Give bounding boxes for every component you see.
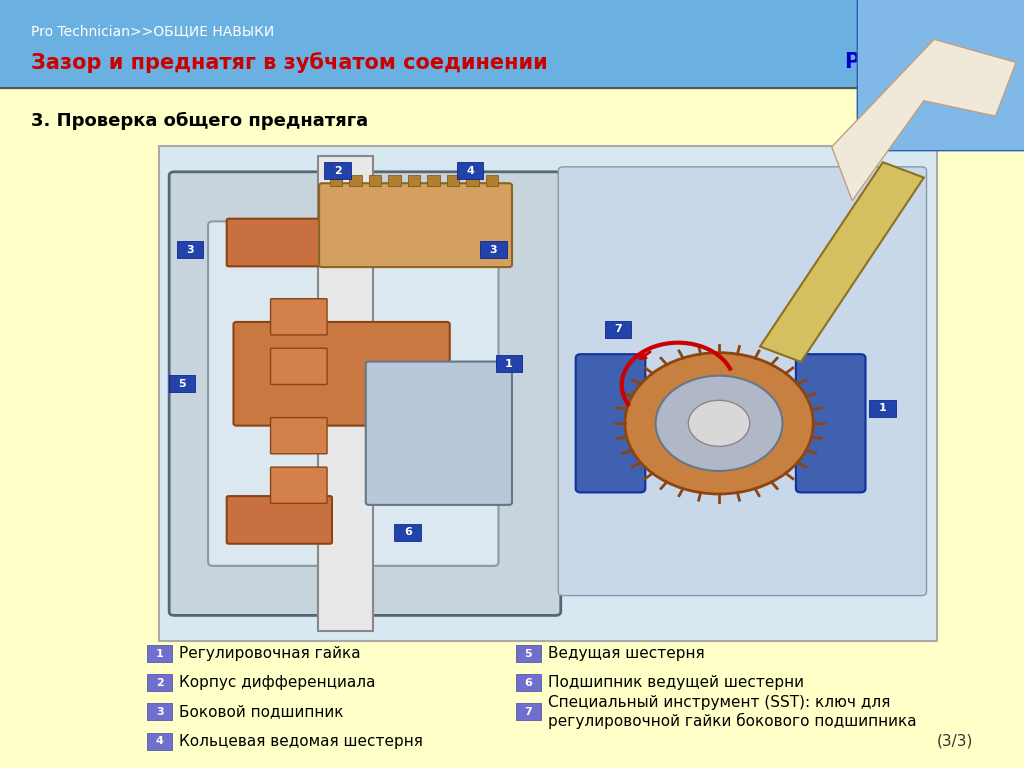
Text: 3: 3 bbox=[489, 245, 498, 255]
FancyBboxPatch shape bbox=[575, 354, 645, 492]
Text: 7: 7 bbox=[524, 707, 532, 717]
FancyBboxPatch shape bbox=[147, 645, 172, 662]
Text: 3: 3 bbox=[156, 707, 164, 717]
FancyBboxPatch shape bbox=[226, 219, 332, 266]
FancyBboxPatch shape bbox=[147, 703, 172, 720]
Text: (3/3): (3/3) bbox=[936, 733, 973, 749]
Text: Регулировочная гайка: Регулировочная гайка bbox=[179, 646, 360, 661]
FancyBboxPatch shape bbox=[169, 172, 561, 615]
Text: 6: 6 bbox=[524, 677, 532, 688]
FancyBboxPatch shape bbox=[857, 0, 1024, 151]
Bar bbox=[427, 174, 439, 186]
FancyBboxPatch shape bbox=[457, 162, 483, 179]
Bar bbox=[408, 174, 420, 186]
Circle shape bbox=[688, 400, 750, 446]
Text: 6: 6 bbox=[403, 528, 412, 538]
Polygon shape bbox=[831, 39, 1016, 200]
FancyBboxPatch shape bbox=[226, 496, 332, 544]
Bar bbox=[466, 174, 478, 186]
FancyBboxPatch shape bbox=[147, 733, 172, 750]
Text: 2: 2 bbox=[334, 166, 342, 176]
FancyBboxPatch shape bbox=[159, 146, 937, 641]
Text: Зазор и преднатяг в зубчатом соединении: Зазор и преднатяг в зубчатом соединении bbox=[31, 52, 548, 73]
FancyBboxPatch shape bbox=[516, 703, 541, 720]
Text: 2: 2 bbox=[156, 677, 164, 688]
Text: 1: 1 bbox=[879, 403, 887, 413]
FancyBboxPatch shape bbox=[604, 321, 631, 338]
Text: Ведущая шестерня: Ведущая шестерня bbox=[548, 646, 705, 661]
Text: 4: 4 bbox=[466, 166, 474, 176]
FancyBboxPatch shape bbox=[796, 354, 865, 492]
Bar bbox=[318, 156, 373, 631]
Text: 3: 3 bbox=[186, 245, 194, 255]
Circle shape bbox=[655, 376, 782, 471]
FancyBboxPatch shape bbox=[496, 356, 522, 372]
FancyBboxPatch shape bbox=[516, 674, 541, 691]
Bar bbox=[369, 174, 381, 186]
FancyBboxPatch shape bbox=[325, 162, 351, 179]
Bar bbox=[330, 174, 342, 186]
FancyBboxPatch shape bbox=[270, 348, 327, 385]
FancyBboxPatch shape bbox=[270, 299, 327, 335]
FancyBboxPatch shape bbox=[558, 167, 927, 596]
Bar bbox=[0, 0, 1024, 88]
FancyBboxPatch shape bbox=[516, 645, 541, 662]
Text: 3. Проверка общего преднатяга: 3. Проверка общего преднатяга bbox=[31, 111, 368, 130]
FancyBboxPatch shape bbox=[233, 322, 450, 425]
FancyBboxPatch shape bbox=[366, 362, 512, 505]
Text: 7: 7 bbox=[614, 324, 622, 334]
Text: Регулировка: Регулировка bbox=[844, 52, 998, 72]
Text: 5: 5 bbox=[178, 379, 186, 389]
FancyBboxPatch shape bbox=[208, 221, 499, 566]
Text: Боковой подшипник: Боковой подшипник bbox=[179, 704, 344, 720]
Circle shape bbox=[625, 353, 813, 494]
Text: Специальный инструмент (SST): ключ для
регулировочной гайки бокового подшипника: Специальный инструмент (SST): ключ для р… bbox=[548, 695, 916, 729]
FancyBboxPatch shape bbox=[394, 524, 421, 541]
FancyBboxPatch shape bbox=[270, 418, 327, 454]
Bar bbox=[388, 174, 400, 186]
Polygon shape bbox=[760, 162, 924, 362]
FancyBboxPatch shape bbox=[270, 467, 327, 503]
Bar bbox=[446, 174, 459, 186]
Text: 1: 1 bbox=[156, 648, 164, 659]
Bar bbox=[485, 174, 498, 186]
FancyBboxPatch shape bbox=[869, 400, 896, 417]
Text: Подшипник ведущей шестерни: Подшипник ведущей шестерни bbox=[548, 675, 804, 690]
Text: Корпус дифференциала: Корпус дифференциала bbox=[179, 675, 376, 690]
FancyBboxPatch shape bbox=[176, 241, 203, 258]
Bar bbox=[349, 174, 361, 186]
FancyBboxPatch shape bbox=[169, 376, 196, 392]
Text: Кольцевая ведомая шестерня: Кольцевая ведомая шестерня bbox=[179, 733, 423, 749]
Text: 1: 1 bbox=[505, 359, 513, 369]
Text: 5: 5 bbox=[524, 648, 532, 659]
Text: Pro Technician>>ОБЩИЕ НАВЫКИ: Pro Technician>>ОБЩИЕ НАВЫКИ bbox=[31, 25, 274, 38]
Bar bbox=[0, 88, 1024, 768]
Text: 4: 4 bbox=[156, 736, 164, 746]
FancyBboxPatch shape bbox=[480, 241, 507, 258]
FancyBboxPatch shape bbox=[147, 674, 172, 691]
FancyBboxPatch shape bbox=[319, 184, 512, 267]
